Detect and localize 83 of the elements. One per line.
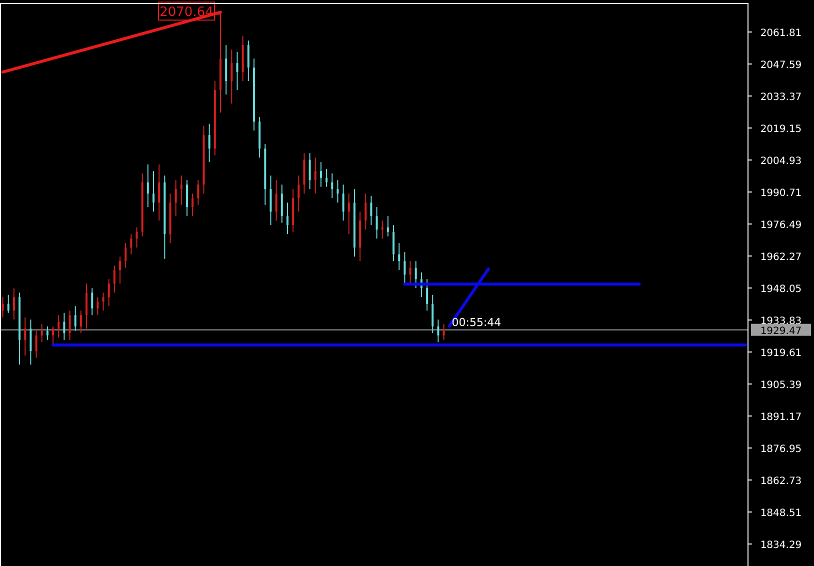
candlestick — [225, 44, 228, 96]
candlestick — [174, 180, 177, 217]
candlestick — [40, 324, 43, 343]
candlestick — [91, 288, 94, 316]
candlestick — [247, 40, 250, 82]
candlestick — [12, 288, 15, 320]
candlestick — [376, 206, 378, 240]
annotation: 2070.64 — [160, 5, 214, 20]
candlestick — [192, 193, 194, 217]
candlestick — [186, 180, 188, 217]
candlestick — [398, 242, 400, 271]
candlestick — [342, 184, 344, 222]
candlestick — [86, 283, 88, 330]
candlestick — [326, 168, 328, 188]
candlestick — [364, 193, 367, 230]
candlestick — [80, 310, 82, 334]
candlestick — [152, 170, 155, 212]
y-tick-label: 1848.51 — [760, 508, 802, 520]
candlestick — [280, 184, 283, 224]
y-tick-label: 2004.93 — [760, 156, 802, 168]
candlestick — [286, 202, 288, 235]
ref-line-label: 1929.47 — [760, 326, 802, 337]
y-tick-label: 1905.39 — [760, 380, 802, 392]
candlestick — [432, 294, 434, 334]
candlestick — [180, 175, 182, 206]
y-tick-label: 2047.59 — [760, 60, 802, 71]
candlestick — [197, 180, 200, 206]
candlestick — [386, 216, 389, 237]
candlestick — [63, 312, 66, 340]
candlestick — [52, 326, 54, 345]
candlestick — [230, 49, 233, 104]
candlestick — [442, 324, 445, 340]
candlestick — [409, 260, 412, 284]
candlestick — [236, 51, 238, 91]
candlestick — [124, 242, 127, 268]
candlestick — [426, 278, 428, 312]
candlestick — [331, 172, 334, 199]
y-tick-label: 2061.81 — [760, 28, 802, 39]
candlestick — [113, 265, 116, 294]
candlestick — [370, 195, 372, 226]
candlestick — [35, 330, 38, 358]
candlestick — [2, 296, 4, 318]
y-tick-label: 1876.95 — [760, 444, 802, 456]
candlestick — [130, 234, 132, 255]
candlestick — [320, 162, 322, 188]
candlestick — [158, 164, 160, 222]
y-tick-label: 2019.15 — [760, 124, 802, 136]
candlestick — [7, 294, 10, 314]
candlestick — [298, 175, 300, 212]
y-tick-label: 1933.83 — [760, 316, 802, 328]
candlestick — [119, 256, 122, 284]
annotation: 00:55:44 — [452, 316, 502, 329]
y-tick-label: 1919.61 — [760, 348, 802, 360]
candlestick — [437, 319, 440, 343]
candlestick — [208, 123, 210, 163]
y-tick-label: 1834.29 — [760, 540, 802, 552]
candlestick — [414, 260, 417, 289]
candlestick — [68, 310, 71, 340]
candlestick — [24, 316, 26, 356]
y-tick-label: 1976.49 — [760, 220, 802, 232]
y-tick-label: 1891.17 — [760, 412, 802, 424]
candlestick — [314, 157, 316, 194]
y-tick-label: 1948.05 — [760, 284, 802, 296]
y-tick-label: 1862.73 — [760, 476, 802, 488]
candlestick — [102, 292, 104, 312]
candlestick — [275, 180, 278, 222]
candlestick — [108, 278, 110, 307]
candlestick — [308, 152, 311, 190]
candlestick — [74, 306, 76, 332]
y-tick-label: 1962.27 — [760, 252, 802, 264]
candlestick — [136, 226, 138, 248]
candlestick — [270, 175, 272, 226]
candlestick — [46, 326, 48, 340]
candlestick — [348, 193, 350, 235]
y-tick-label: 1990.71 — [760, 188, 802, 200]
candlestick — [336, 180, 339, 204]
candlestick — [96, 296, 99, 316]
candlestick — [404, 252, 406, 284]
candlestick — [30, 319, 32, 366]
candlestick — [146, 164, 149, 208]
y-tick-label: 2033.37 — [760, 92, 802, 103]
candlestick — [392, 224, 395, 262]
candlestick — [58, 314, 60, 338]
